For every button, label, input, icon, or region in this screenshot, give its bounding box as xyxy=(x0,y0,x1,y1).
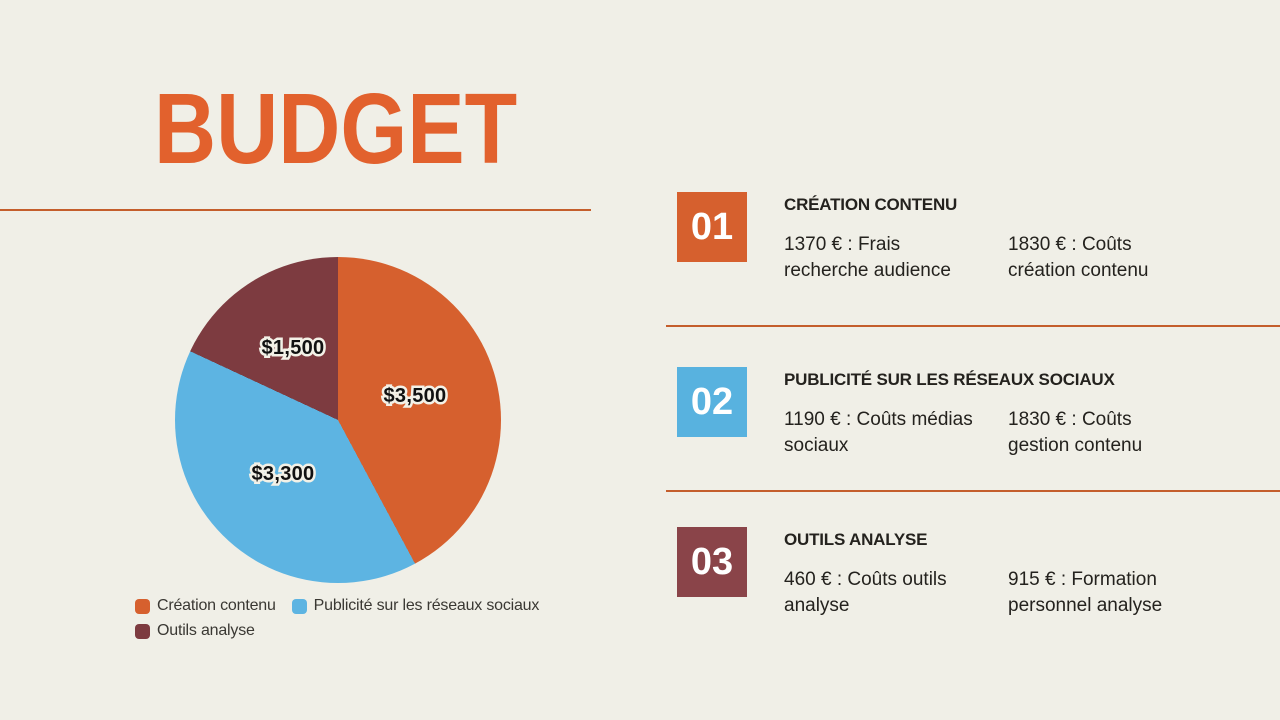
legend-swatch-maroon xyxy=(135,623,150,639)
section-cost-left: 460 € : Coûts outils analyse xyxy=(784,569,947,616)
legend-label: Outils analyse xyxy=(157,622,255,639)
legend-item-publicite: Publicité sur les réseaux sociaux xyxy=(291,597,540,615)
section-heading: CRÉATION CONTENU xyxy=(784,195,958,214)
legend-swatch-orange xyxy=(135,598,150,614)
legend-item-creation-contenu: Création contenu xyxy=(135,597,276,615)
pie-value-label-creation-contenu: $3,500 xyxy=(381,383,449,410)
pie-value-label-outils-analyse: $1,500 xyxy=(259,335,327,362)
pie-chart xyxy=(175,257,501,583)
section-cost-left: 1190 € : Coûts médias sociaux xyxy=(784,409,973,456)
legend-label: Création contenu xyxy=(157,597,276,614)
title-divider xyxy=(0,209,591,211)
section-cost-left: 1370 € : Frais recherche audience xyxy=(784,234,951,281)
section-number-badge: 02 xyxy=(677,367,747,437)
section-number-badge: 03 xyxy=(677,527,747,597)
section-cost-right: 915 € : Formation personnel analyse xyxy=(1008,569,1163,616)
section-cost-right: 1830 € : Coûts gestion contenu xyxy=(1008,409,1143,456)
legend-label: Publicité sur les réseaux sociaux xyxy=(313,597,540,614)
section-divider xyxy=(666,325,1280,327)
legend-swatch-blue xyxy=(291,598,307,614)
section-divider xyxy=(666,490,1280,492)
page-title: BUDGET xyxy=(154,73,518,185)
section-heading: PUBLICITÉ SUR LES RÉSEAUX SOCIAUX xyxy=(784,370,1115,389)
legend-item-outils-analyse: Outils analyse xyxy=(135,622,255,640)
section-number-badge: 01 xyxy=(677,192,747,262)
section-heading: OUTILS ANALYSE xyxy=(784,530,928,549)
pie-value-label-publicite: $3,300 xyxy=(249,461,317,488)
section-cost-right: 1830 € : Coûts création contenu xyxy=(1008,234,1149,281)
chart-legend: Création contenu Publicité sur les résea… xyxy=(135,597,595,640)
